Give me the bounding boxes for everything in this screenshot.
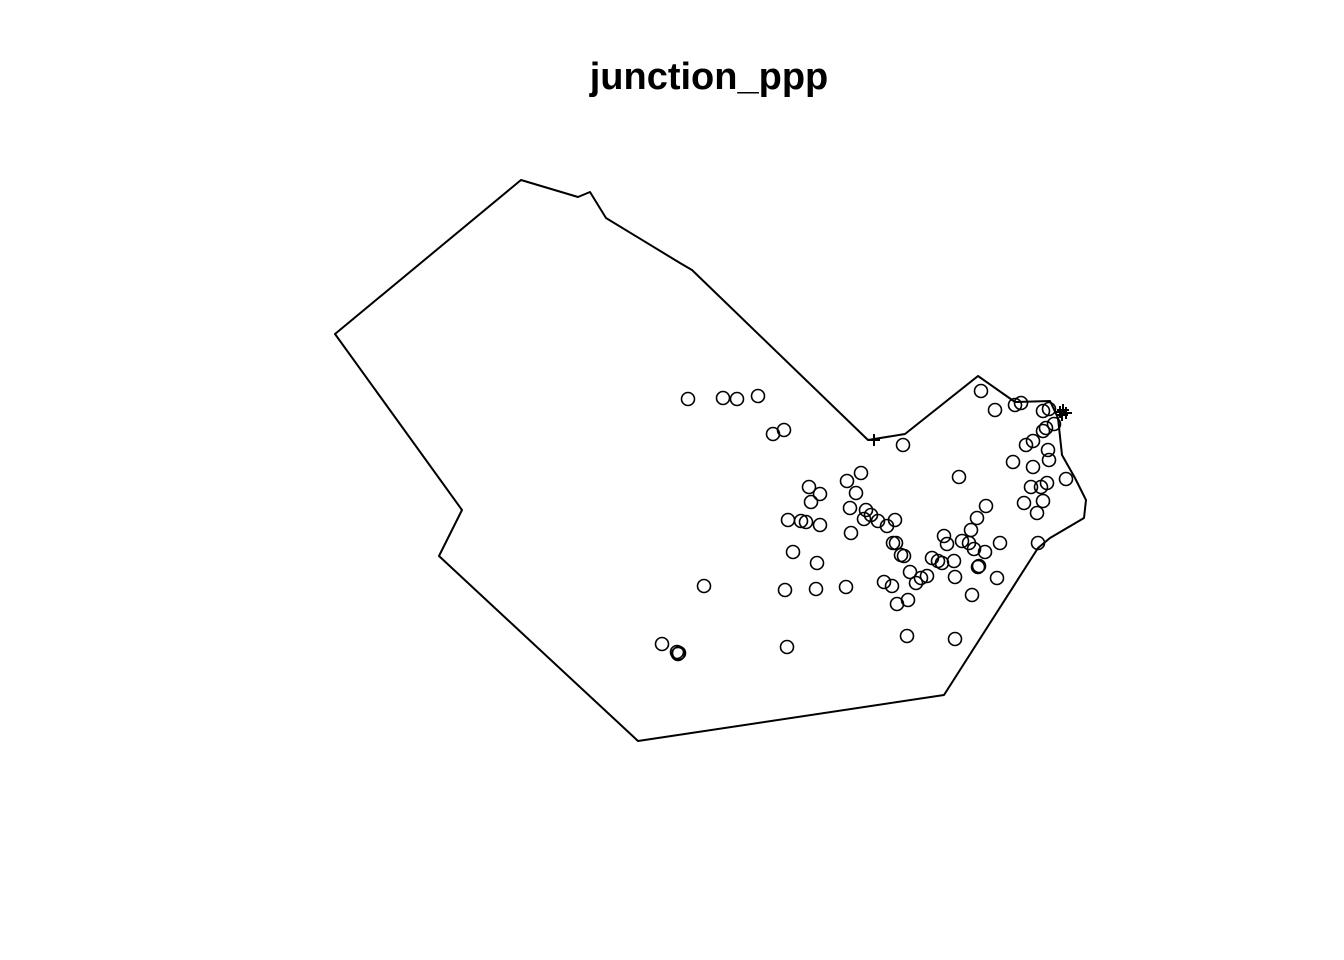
data-point-circle [777,582,793,598]
data-point-circle [843,525,859,541]
data-point-circle [856,511,872,527]
data-point-circle [902,564,918,580]
data-point-circle [1025,459,1041,475]
data-point-circle [913,570,929,586]
data-point-circle [951,469,967,485]
data-point-circle [908,575,924,591]
data-point-circle [680,391,696,407]
data-point-circle [978,498,994,514]
data-point-circle [780,512,796,528]
data-point-circle [1035,423,1051,439]
data-point-circle [885,535,901,551]
data-point-circle [654,636,670,652]
data-point-circle [1018,437,1034,453]
data-point-circle [696,578,712,594]
data-point-circle [803,494,819,510]
data-point-circle [715,390,731,406]
data-point-circle [970,559,986,575]
data-point-circle [964,587,980,603]
chart-title: junction_ppp [589,56,829,98]
data-point-circle [946,553,962,569]
data-point-circle [750,388,766,404]
data-point-plus [1056,409,1068,421]
data-point-circle [779,639,795,655]
points-layer [654,383,1074,662]
data-point-circle [992,535,1008,551]
data-point-circle [670,646,686,662]
data-point-circle [896,548,912,564]
data-point-circle [971,558,987,574]
data-point-circle [1035,493,1051,509]
data-point-circle [895,437,911,453]
data-point-circle [973,383,989,399]
data-point-circle [838,579,854,595]
data-point-circle [812,486,828,502]
data-point-circle [939,536,955,552]
data-point-circle [1033,479,1049,495]
data-point-circle [1046,416,1062,432]
data-point-circle [899,628,915,644]
data-point-circle [812,517,828,533]
data-point-circle [1041,401,1057,417]
data-point-circle [1025,433,1041,449]
data-point-circle [729,391,745,407]
data-point-circle [808,581,824,597]
data-point-circle [1040,442,1056,458]
data-point-circle [765,426,781,442]
data-point-circle [966,541,982,557]
data-point-circle [1016,495,1032,511]
data-point-circle [919,568,935,584]
data-point-circle [1007,397,1023,413]
data-point-circle [1038,420,1054,436]
data-point-circle [977,544,993,560]
data-point-circle [801,479,817,495]
data-point-circle [870,513,886,529]
data-point-circle [1013,395,1029,411]
data-point-circle [969,510,985,526]
data-point-circle [809,555,825,571]
data-point-circle [963,522,979,538]
data-point-circle [785,544,801,560]
window-boundary [334,179,1087,742]
data-point-circle [1029,505,1045,521]
data-point-circle [839,473,855,489]
data-point-circle [934,555,950,571]
data-point-circle [884,578,900,594]
data-point-circle [1030,535,1046,551]
data-point-circle [954,533,970,549]
data-point-circle [848,485,864,501]
data-point-circle [936,528,952,544]
data-point-circle [1005,454,1021,470]
data-point-circle [842,500,858,516]
data-point-circle [671,645,687,661]
data-point-circle [793,513,809,529]
data-point-circle [887,512,903,528]
data-point-circle [1058,471,1074,487]
data-point-circle [888,535,904,551]
data-point-circle [1041,452,1057,468]
data-point-circle [987,402,1003,418]
data-point-circle [1023,479,1039,495]
data-point-plus [868,434,880,446]
data-point-circle [798,514,814,530]
data-point-circle [947,631,963,647]
data-point-circle [989,570,1005,586]
data-point-circle [876,574,892,590]
data-point-circle [853,465,869,481]
data-point-circle [947,569,963,585]
data-point-circle [858,502,874,518]
data-point-circle [1035,403,1051,419]
data-point-circle [900,592,916,608]
